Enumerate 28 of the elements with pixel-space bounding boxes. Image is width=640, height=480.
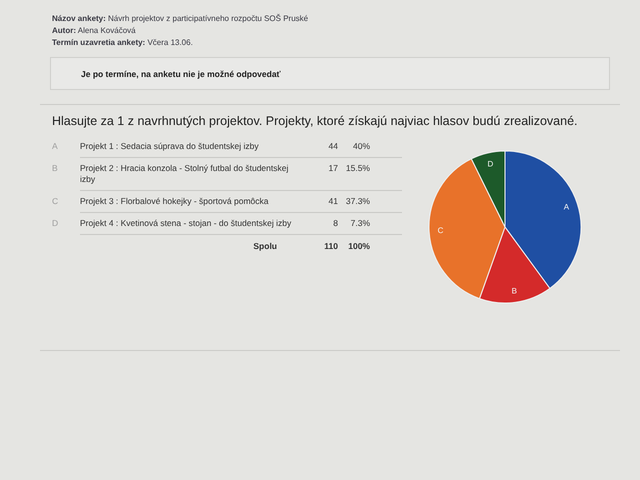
slice-label: B xyxy=(512,286,517,296)
text: C xyxy=(52,196,58,206)
text: Projekt 3 : Florbalové hokejky - športová pomôcka xyxy=(80,196,269,206)
text: 7.3% xyxy=(350,218,370,228)
text: Projekt 4 : Kvetinová stena - stojan - do študentskej izby xyxy=(80,218,292,228)
text: Termín uzavretia ankety: Včera 13.06. xyxy=(52,38,193,47)
text: D xyxy=(52,218,58,228)
text: 40% xyxy=(352,141,370,151)
text: 41 xyxy=(328,196,338,206)
text: Hlasujte za 1 z navrhnutých projektov. Projekty, ktoré získajú najviac hlasov budú zrealizované. xyxy=(52,114,578,128)
text: Názov ankety: Návrh projektov z participatívneho rozpočtu SOŠ Pruské xyxy=(52,14,308,23)
text: 8 xyxy=(333,218,338,228)
slice-label: C xyxy=(438,226,444,236)
text: Je po termíne, na anketu nie je možné odpovedať xyxy=(81,68,281,78)
text: B xyxy=(52,163,58,173)
text: 17 xyxy=(328,163,338,173)
text: Autor: Alena Kováčová xyxy=(52,26,136,35)
text: A xyxy=(52,141,58,151)
text: Projekt 1 : Sedacia súprava do študentskej izby xyxy=(80,141,259,151)
text: 37.3% xyxy=(346,196,370,206)
text: 110 xyxy=(324,241,338,251)
slice-label: A xyxy=(564,202,570,212)
text: 15.5% xyxy=(346,163,370,173)
text: 44 xyxy=(328,141,338,151)
text: Projekt 2 : Hracia konzola - Stolný futbal do študentskej izby xyxy=(80,163,288,184)
text: Spolu xyxy=(253,241,277,251)
slice-label: D xyxy=(487,160,494,169)
text: 100% xyxy=(348,241,370,251)
